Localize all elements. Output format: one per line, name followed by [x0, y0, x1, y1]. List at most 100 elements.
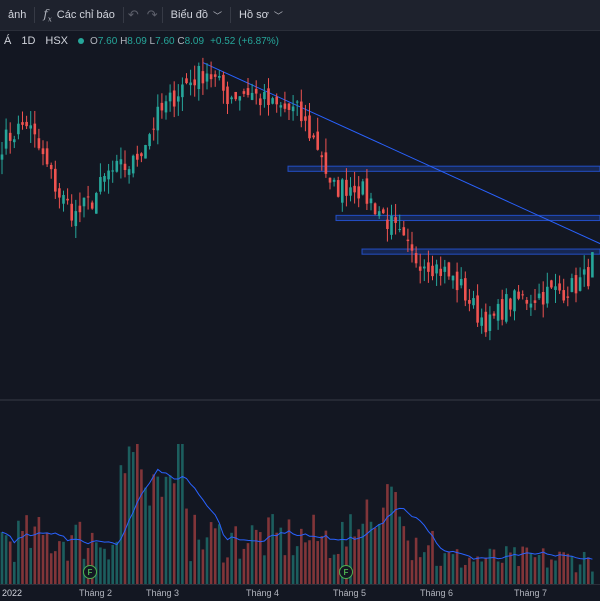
volume-bar — [127, 446, 131, 584]
chart-menu-button[interactable]: Biểu đồ ﹀ — [163, 0, 230, 30]
volume-bar — [177, 444, 180, 584]
volume-bar — [525, 547, 529, 584]
volume-bar — [283, 555, 287, 584]
candle-body — [70, 203, 73, 221]
volume-bar — [119, 465, 123, 584]
candle-body — [341, 179, 344, 203]
indicators-label: Các chỉ báo — [56, 9, 115, 21]
candle-body — [353, 185, 356, 193]
candle-body — [578, 277, 582, 291]
candle-body — [259, 98, 262, 106]
candle-body — [369, 198, 373, 204]
candle-body — [222, 74, 225, 91]
candle-body — [566, 296, 570, 298]
volume-bar — [168, 475, 172, 584]
volume-bar — [4, 535, 8, 584]
volume-bar — [37, 517, 41, 584]
volume-bar — [541, 548, 545, 584]
high-value: 8.09 — [127, 35, 147, 47]
volume-bar — [505, 546, 508, 584]
support-resistance-zone — [361, 248, 600, 255]
volume-bar — [562, 552, 565, 584]
volume-bar — [496, 561, 500, 584]
volume-bar — [566, 553, 570, 584]
candle-body — [484, 311, 488, 333]
candle-body — [271, 98, 274, 104]
volume-bar — [213, 528, 217, 584]
volume-bar — [238, 558, 242, 584]
candle-body — [295, 101, 299, 103]
candle-body — [349, 187, 352, 196]
volume-bar — [29, 547, 32, 584]
volume-bar — [488, 548, 492, 584]
volume-bar — [533, 557, 537, 584]
candle-body — [324, 152, 328, 174]
volume-bar — [582, 551, 586, 584]
earnings-event-marker[interactable]: F — [83, 565, 97, 579]
candle-body — [533, 300, 537, 303]
volume-bar — [427, 545, 430, 584]
volume-bar — [74, 524, 78, 584]
candle-body — [570, 278, 574, 292]
candle-body — [86, 196, 90, 198]
volume-bar — [513, 547, 516, 584]
volume-bar — [484, 557, 488, 584]
volume-bar — [492, 549, 496, 584]
candle-body — [509, 298, 512, 310]
candle-body — [172, 90, 176, 107]
volume-bar — [365, 499, 369, 584]
volume-bar — [66, 560, 69, 584]
volume-bar — [443, 553, 447, 584]
candle-body — [492, 313, 496, 316]
volume-bar — [349, 514, 352, 584]
volume-bar — [578, 564, 582, 584]
earnings-event-marker[interactable]: F — [339, 565, 353, 579]
candle-body — [4, 129, 8, 149]
candle-body — [185, 78, 188, 84]
candle-body — [226, 86, 229, 105]
volume-bar — [267, 517, 270, 584]
close-value: 8.09 — [184, 35, 205, 47]
candle-body — [365, 178, 369, 204]
candlestick-chart[interactable] — [0, 50, 600, 584]
candle-body — [451, 275, 455, 281]
profile-menu-button[interactable]: Hồ sơ ﹀ — [231, 0, 291, 30]
candle-body — [513, 290, 516, 312]
month-tick: Tháng 5 — [333, 588, 367, 598]
candle-body — [357, 186, 360, 199]
snapshot-button[interactable]: ảnh — [0, 0, 34, 30]
candle-body — [45, 148, 49, 165]
candle-body — [521, 294, 524, 296]
volume-bar — [550, 559, 553, 584]
volume-bar — [275, 532, 278, 584]
volume-bar — [304, 542, 307, 584]
candle-body — [550, 280, 553, 288]
volume-bar — [558, 551, 561, 584]
volume-bar — [8, 541, 12, 584]
volume-bar — [140, 469, 143, 584]
candle-body — [267, 88, 270, 106]
volume-bar — [472, 561, 475, 584]
toolbar-divider — [122, 7, 124, 23]
redo-icon[interactable]: ↷ — [146, 7, 158, 22]
symbol-name[interactable]: Á — [4, 35, 12, 47]
volume-bar — [394, 492, 397, 584]
volume-bar — [529, 553, 533, 584]
volume-bar — [21, 531, 24, 584]
candle-body — [152, 128, 155, 130]
interval-label[interactable]: 1D — [21, 35, 36, 47]
candle-body — [0, 154, 4, 160]
volume-bar — [263, 555, 266, 584]
volume-bar — [136, 444, 139, 584]
volume-bar — [377, 524, 381, 584]
indicators-button[interactable]: fx Các chỉ báo — [35, 0, 123, 30]
open-label: O — [90, 35, 98, 47]
candle-body — [455, 271, 459, 291]
candle-body — [459, 278, 463, 286]
volume-bar — [353, 536, 356, 584]
candle-body — [250, 92, 254, 100]
month-tick: Tháng 4 — [246, 588, 280, 598]
volume-bar — [70, 535, 73, 584]
candle-body — [390, 215, 393, 235]
undo-icon[interactable]: ↶ — [127, 7, 139, 22]
